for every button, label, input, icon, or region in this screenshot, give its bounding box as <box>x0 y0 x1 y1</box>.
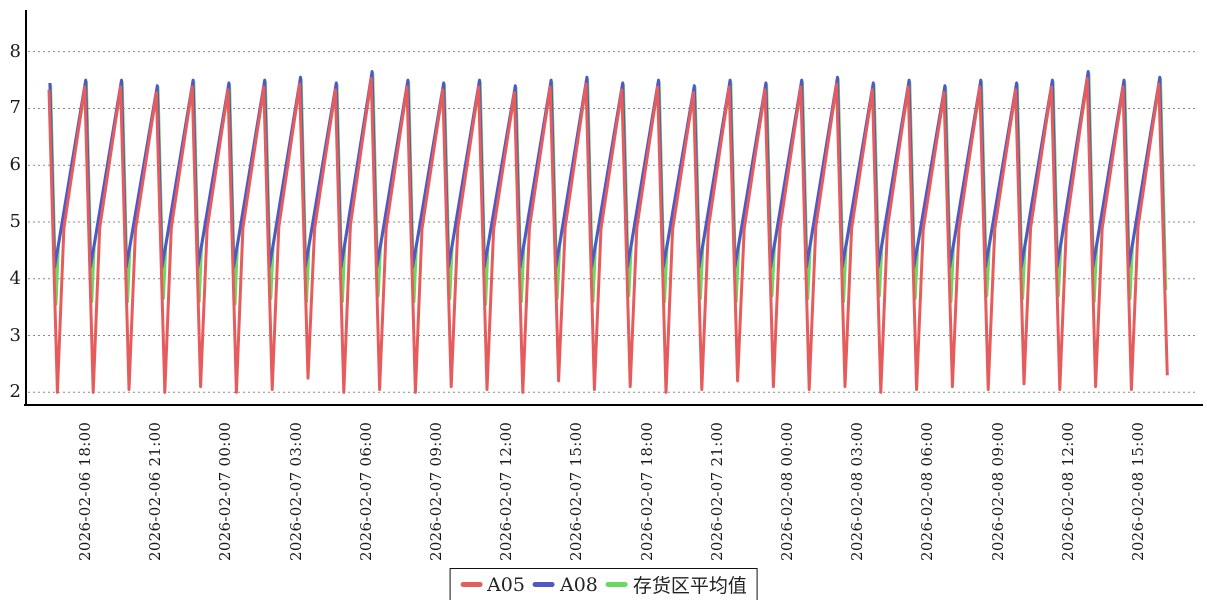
y-tick-label: 5 <box>9 210 21 232</box>
legend-swatch-avg <box>605 582 628 587</box>
x-tick-label: 2026-02-08 06:00 <box>918 421 937 561</box>
x-tick-label: 2026-02-07 09:00 <box>427 421 445 561</box>
x-tick-label: 2026-02-07 06:00 <box>356 421 375 561</box>
legend-swatch-a05 <box>460 582 483 587</box>
x-tick-label: 2026-02-07 15:00 <box>567 421 586 561</box>
legend-label-a08: A08 <box>559 573 598 596</box>
legend: A05 A08 存货区平均值 <box>449 568 758 600</box>
y-tick-label: 8 <box>9 40 21 62</box>
x-tick-label: 2026-02-08 15:00 <box>1129 421 1147 561</box>
x-tick-label: 2026-02-07 18:00 <box>637 421 656 561</box>
legend-swatch-a08 <box>532 582 555 587</box>
x-tick-label: 2026-02-07 03:00 <box>286 421 305 561</box>
y-tick-label: 4 <box>9 267 21 289</box>
legend-item-a08: A08 <box>532 573 598 596</box>
y-tick-label: 6 <box>9 154 21 176</box>
x-tick-label: 2026-02-08 09:00 <box>988 421 1007 561</box>
y-tick-label: 7 <box>9 97 21 119</box>
x-tick-label: 2026-02-07 21:00 <box>707 421 726 561</box>
x-tick-label: 2026-02-07 12:00 <box>497 421 516 561</box>
x-tick-label: 2026-02-08 00:00 <box>778 421 796 561</box>
legend-item-a05: A05 <box>460 574 525 596</box>
x-tick-label: 2026-02-08 03:00 <box>848 421 867 561</box>
x-tick-label: 2026-02-06 18:00 <box>76 421 94 561</box>
y-tick-label: 2 <box>9 381 21 403</box>
x-tick-label: 2026-02-06 21:00 <box>146 421 165 561</box>
series-line-a05 <box>47 76 1169 394</box>
x-tick-label: 2026-02-07 00:00 <box>216 421 235 561</box>
legend-label-a05: A05 <box>487 573 525 596</box>
legend-label-avg: 存货区平均值 <box>632 575 747 597</box>
x-tick-label: 2026-02-08 12:00 <box>1058 421 1077 561</box>
y-tick-label: 3 <box>9 324 21 346</box>
legend-item-avg: 存货区平均值 <box>605 571 747 598</box>
